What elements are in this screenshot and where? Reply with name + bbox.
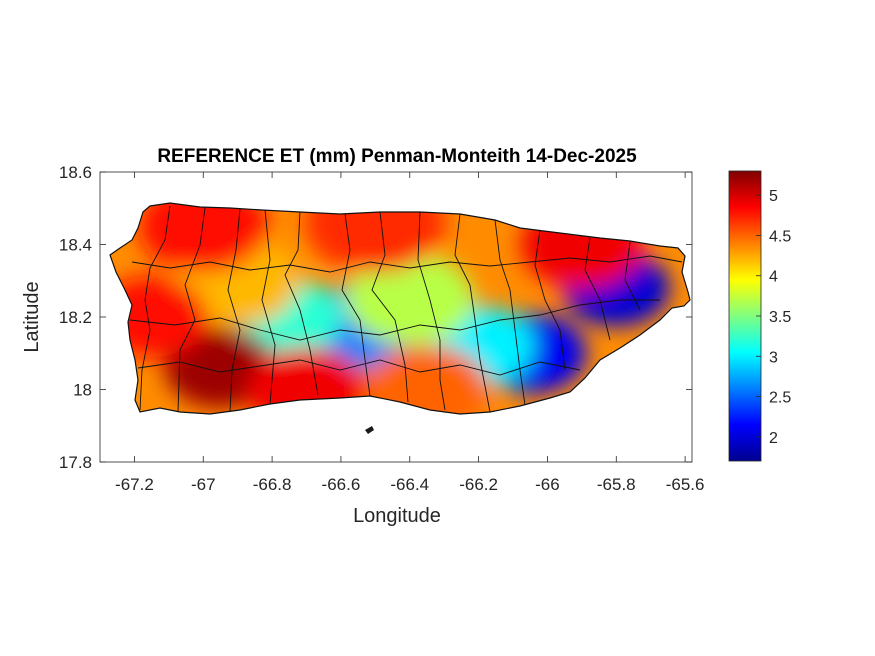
- y-axis-label: Latitude: [21, 281, 43, 352]
- x-tick-label: -66: [535, 475, 560, 494]
- x-tick-label: -65.6: [666, 475, 705, 494]
- x-tick-label: -66.4: [390, 475, 429, 494]
- municipal-boundary: [137, 359, 581, 376]
- municipal-boundary: [534, 229, 566, 371]
- municipal-boundary: [417, 211, 446, 411]
- municipal-boundary: [129, 299, 660, 341]
- municipal-boundary: [454, 213, 491, 413]
- x-tick-label: -67: [191, 475, 216, 494]
- colorbar-tick-label: 4.5: [769, 228, 791, 245]
- chart-title: REFERENCE ET (mm) Penman-Monteith 14-Dec…: [157, 146, 637, 167]
- caja-de-muertos-island: [365, 426, 374, 434]
- x-tick-label: -66.8: [253, 475, 292, 494]
- y-tick-label: 18.4: [59, 236, 92, 255]
- colorbar-tick-label: 3.5: [769, 309, 791, 326]
- municipal-boundary: [584, 237, 611, 341]
- municipal-boundary: [131, 255, 683, 273]
- municipal-boundary: [494, 219, 526, 406]
- colorbar-tick-label: 5: [769, 188, 778, 205]
- municipal-boundaries: [129, 205, 683, 413]
- colorbar-tick-label: 3: [769, 349, 778, 366]
- x-tick-label: -65.8: [597, 475, 636, 494]
- municipal-boundary: [227, 208, 241, 413]
- y-tick-label: 18.6: [59, 163, 92, 182]
- colorbar-tick-label: 2: [769, 430, 778, 447]
- et-region: [305, 203, 446, 273]
- x-axis-ticks: -67.2 -67 -66.8 -66.6 -66.4 -66.2 -66 -65.8 -65.…: [115, 172, 704, 494]
- x-axis-label: Longitude: [353, 505, 441, 527]
- x-tick-label: -66.2: [459, 475, 498, 494]
- municipal-boundary: [177, 207, 206, 413]
- municipal-boundary: [371, 211, 409, 403]
- municipal-boundary: [139, 205, 171, 411]
- y-tick-label: 18: [73, 381, 92, 400]
- municipal-boundary: [261, 209, 276, 405]
- colorbar-tick-label: 2.5: [769, 390, 791, 407]
- colorbar-tick-label: 4: [769, 269, 778, 286]
- x-tick-label: -67.2: [115, 475, 154, 494]
- y-tick-label: 17.8: [59, 453, 92, 472]
- y-tick-label: 18.2: [59, 308, 92, 327]
- coastline: [109, 202, 691, 415]
- municipal-boundary: [341, 213, 371, 397]
- colorbar: 2 2.5 3 3.5 4 4.5 5: [728, 170, 791, 462]
- colorbar-ticks: 2 2.5 3 3.5 4 4.5 5: [756, 188, 791, 447]
- x-tick-label: -66.6: [322, 475, 361, 494]
- municipal-boundary: [284, 211, 319, 396]
- y-axis-ticks: 17.8 18 18.2 18.4 18.6: [59, 163, 692, 472]
- plot-area: -67.2 -67 -66.8 -66.6 -66.4 -66.2 -66 -65.8 -65.…: [59, 163, 705, 494]
